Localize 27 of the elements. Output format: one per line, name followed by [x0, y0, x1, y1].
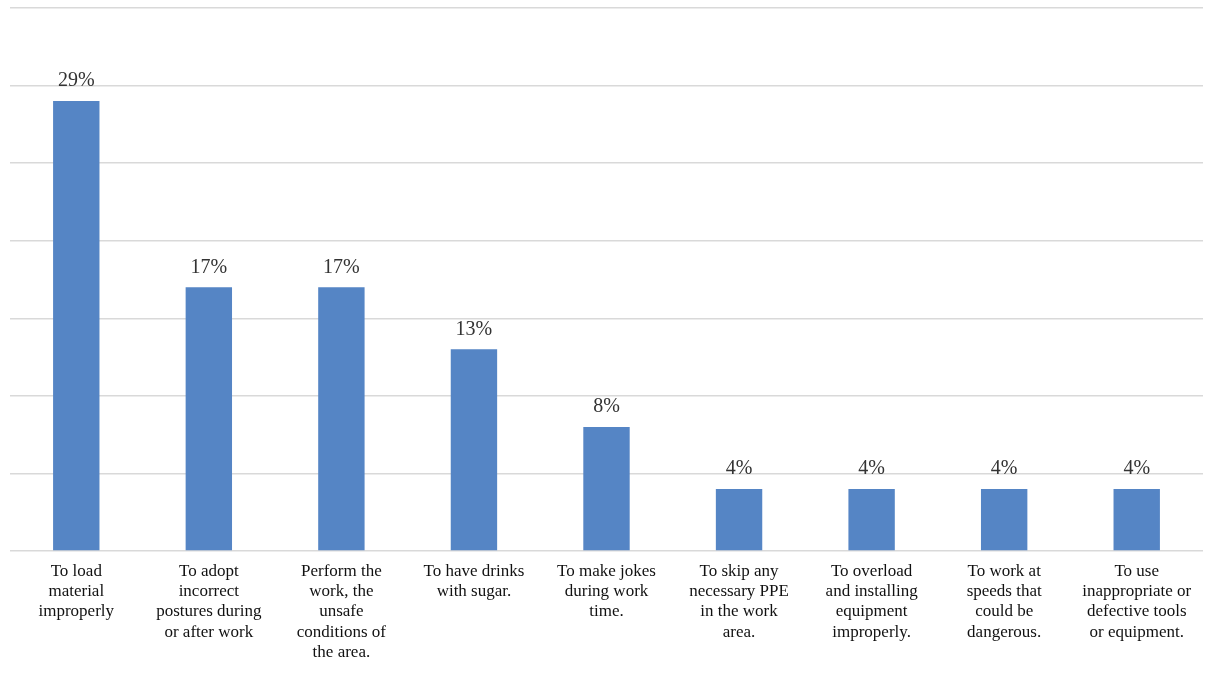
data-label: 29% [57, 68, 95, 91]
data-label: 17% [190, 254, 228, 277]
x-tick-label: To load material improperly [38, 560, 115, 621]
x-tick-label: To have drinks with sugar. [423, 560, 525, 601]
x-tick-label: To use inappropriate or defective tools or equipment. [1082, 560, 1192, 641]
bar [1113, 488, 1160, 551]
bar [980, 488, 1028, 551]
x-tick-label: To work at speeds that could be dangerous. [966, 560, 1042, 641]
bar [53, 101, 100, 551]
x-tick-label: To make jokes during work time. [557, 560, 656, 621]
data-label: 17% [323, 254, 360, 277]
x-tick-label: Perform the work, the unsafe conditions of the area. [296, 560, 387, 662]
bar [848, 488, 895, 551]
bar [185, 287, 233, 551]
data-label: 4% [990, 456, 1018, 479]
data-label: 4% [725, 456, 753, 479]
x-tick-label: To overload and installing equipment improperly. [825, 560, 919, 641]
data-label: 8% [593, 394, 620, 417]
x-tick-label: To adopt incorrect postures during or after work [156, 560, 262, 641]
data-label: 4% [858, 456, 885, 479]
x-tick-label: To skip any necessary PPE in the work area. [689, 560, 789, 641]
data-label: 13% [455, 316, 493, 339]
bar [583, 426, 630, 551]
bar [715, 488, 763, 551]
bar [450, 349, 498, 551]
bar [318, 287, 365, 551]
data-label: 4% [1123, 456, 1151, 479]
